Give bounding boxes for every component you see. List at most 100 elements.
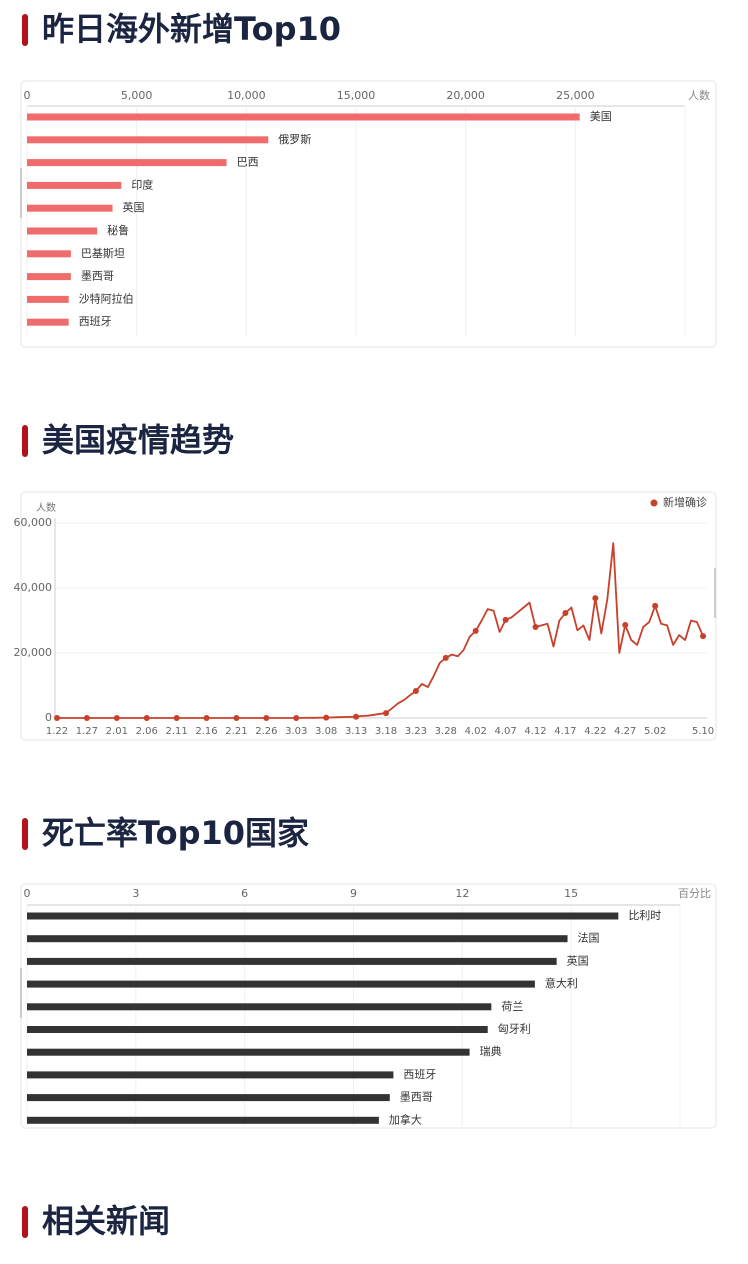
point bbox=[562, 610, 569, 617]
x-tick-label: 3.08 bbox=[315, 726, 337, 737]
x-tick-label: 3.03 bbox=[285, 726, 307, 737]
point bbox=[652, 602, 659, 609]
bar bbox=[27, 1026, 488, 1033]
bar-label: 荷兰 bbox=[501, 1000, 523, 1013]
heading-marker bbox=[22, 818, 28, 850]
bar-label: 秘鲁 bbox=[107, 223, 129, 237]
x-tick-label: 5.10 bbox=[692, 726, 714, 737]
x-tick-label: 1.22 bbox=[46, 726, 68, 737]
point bbox=[502, 616, 509, 623]
scroll-nub bbox=[714, 568, 716, 618]
heading: 昨日海外新增Top10 bbox=[42, 10, 341, 48]
x-tick-label: 4.27 bbox=[614, 726, 636, 737]
y-tick-label: 20,000 bbox=[14, 646, 53, 659]
x-tick-label: 0 bbox=[24, 887, 31, 900]
y-tick-label: 40,000 bbox=[14, 581, 53, 594]
bar bbox=[27, 318, 69, 326]
bar bbox=[27, 980, 535, 988]
x-tick-label: 2.26 bbox=[255, 726, 277, 737]
x-tick-label: 2.06 bbox=[136, 726, 158, 737]
x-tick-label: 4.22 bbox=[584, 726, 606, 737]
point bbox=[143, 715, 150, 721]
x-tick-label: 3.23 bbox=[405, 726, 427, 737]
bar-label: 墨西哥 bbox=[400, 1091, 433, 1104]
heading: 美国疫情趋势 bbox=[42, 421, 234, 459]
bar-label: 沙特阿拉伯 bbox=[79, 291, 134, 305]
bar bbox=[27, 159, 227, 167]
bar bbox=[27, 957, 557, 965]
bar bbox=[27, 1003, 492, 1011]
bar-label: 加拿大 bbox=[389, 1112, 422, 1126]
point bbox=[382, 710, 389, 717]
point bbox=[263, 715, 270, 721]
bar bbox=[27, 1094, 390, 1102]
point bbox=[54, 715, 60, 721]
point bbox=[700, 633, 706, 640]
x-tick-label: 3.28 bbox=[435, 726, 457, 737]
point bbox=[233, 715, 240, 721]
x-tick-label: 0 bbox=[24, 89, 31, 102]
x-tick-label: 15,000 bbox=[337, 89, 376, 102]
x-tick-label: 2.16 bbox=[195, 726, 217, 737]
legend-marker bbox=[650, 499, 658, 507]
bar-label: 意大利 bbox=[545, 976, 578, 990]
x-tick-label: 2.01 bbox=[106, 726, 128, 737]
bar bbox=[27, 1116, 379, 1124]
x-tick-label: 3.13 bbox=[345, 726, 367, 737]
bar-label: 美国 bbox=[590, 110, 612, 123]
x-tick-label: 3.18 bbox=[375, 726, 397, 737]
bar bbox=[27, 204, 113, 212]
bar-label: 墨西哥 bbox=[81, 270, 114, 283]
point bbox=[532, 624, 539, 630]
x-tick-label: 10,000 bbox=[227, 89, 266, 102]
point bbox=[83, 715, 90, 721]
heading: 相关新闻 bbox=[42, 1202, 170, 1240]
bar bbox=[27, 273, 71, 281]
bar-label: 印度 bbox=[131, 177, 153, 191]
bar-label: 比利时 bbox=[628, 909, 661, 922]
x-tick-label: 4.02 bbox=[465, 726, 487, 737]
x-tick-label: 4.07 bbox=[494, 726, 516, 737]
point bbox=[203, 715, 210, 721]
heading-marker bbox=[22, 1206, 28, 1238]
scroll-nub bbox=[20, 168, 22, 218]
point bbox=[592, 595, 599, 602]
x-tick-label: 15 bbox=[564, 887, 578, 900]
x-tick-label: 2.11 bbox=[165, 726, 187, 737]
point bbox=[113, 715, 120, 721]
x-tick-label: 2.21 bbox=[225, 726, 247, 737]
axis-label: 人数 bbox=[36, 501, 56, 514]
heading-marker bbox=[22, 14, 28, 46]
x-tick-label: 3 bbox=[132, 887, 139, 900]
point bbox=[442, 654, 449, 661]
bar-label: 巴基斯坦 bbox=[81, 246, 125, 260]
point bbox=[353, 713, 360, 720]
heading-marker bbox=[22, 425, 28, 457]
bar-label: 英国 bbox=[123, 200, 145, 214]
bar-label: 匈牙利 bbox=[498, 1022, 531, 1036]
point bbox=[293, 714, 300, 721]
bar bbox=[27, 935, 568, 943]
x-tick-label: 4.12 bbox=[524, 726, 546, 737]
bar-label: 英国 bbox=[567, 953, 589, 967]
point bbox=[472, 627, 479, 634]
chart-box bbox=[20, 491, 717, 741]
point bbox=[412, 688, 419, 695]
point bbox=[173, 715, 180, 721]
bar bbox=[27, 1048, 470, 1056]
bar-label: 西班牙 bbox=[79, 315, 112, 328]
x-tick-label: 4.17 bbox=[554, 726, 576, 737]
series-line bbox=[57, 542, 704, 719]
x-tick-label: 1.27 bbox=[76, 726, 98, 737]
bar bbox=[27, 250, 71, 258]
bar-label: 巴西 bbox=[237, 156, 259, 169]
bar bbox=[27, 295, 69, 303]
legend-label: 新增确诊 bbox=[663, 495, 707, 509]
heading: 死亡率Top10国家 bbox=[42, 814, 309, 852]
point bbox=[622, 622, 629, 629]
x-tick-label: 20,000 bbox=[446, 89, 485, 102]
x-tick-label: 5,000 bbox=[121, 89, 153, 102]
y-tick-label: 0 bbox=[45, 711, 52, 724]
